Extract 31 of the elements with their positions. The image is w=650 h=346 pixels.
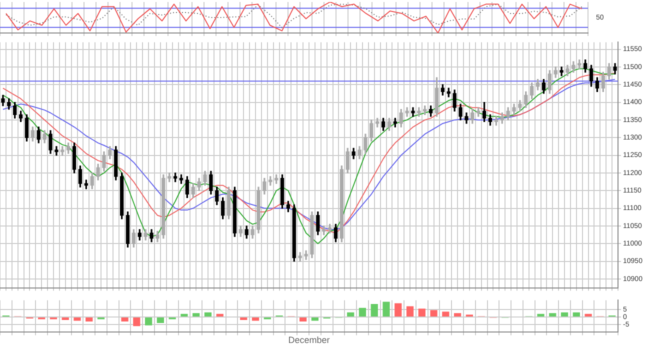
bar (144, 317, 152, 326)
bar (394, 303, 402, 316)
bar (74, 317, 81, 321)
bar (204, 312, 212, 316)
x-axis-title: December (288, 335, 330, 346)
bar (180, 314, 188, 316)
bar (156, 317, 164, 324)
bar (549, 313, 556, 316)
bar (311, 317, 319, 321)
bar (560, 312, 568, 316)
bar (382, 302, 390, 316)
bar (406, 306, 414, 316)
bar (454, 313, 462, 316)
bar (299, 317, 307, 322)
bar (584, 314, 592, 316)
bar (358, 308, 366, 316)
bar (537, 314, 544, 316)
bar (418, 308, 426, 316)
bar (62, 317, 69, 320)
bar (121, 317, 128, 322)
bar (442, 312, 450, 316)
bar (572, 312, 580, 316)
bar (216, 314, 224, 316)
bar (370, 304, 378, 316)
bar (347, 312, 354, 316)
bar (86, 317, 93, 322)
bar (192, 313, 200, 316)
bar (240, 317, 248, 320)
bar (252, 317, 260, 321)
bar (133, 317, 140, 326)
bar (430, 310, 438, 316)
